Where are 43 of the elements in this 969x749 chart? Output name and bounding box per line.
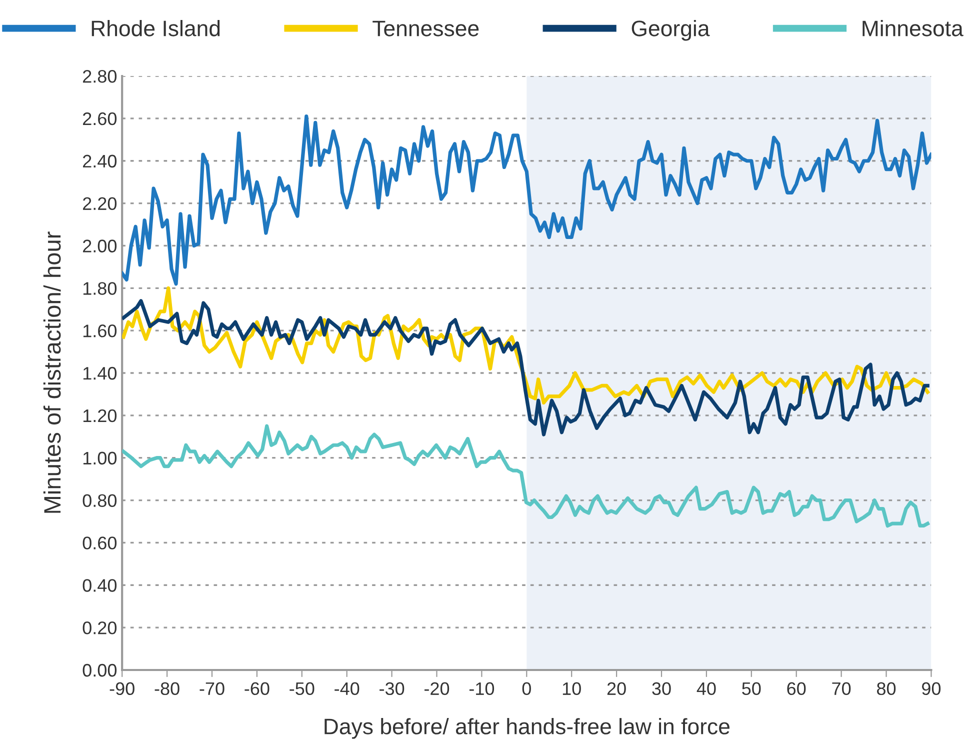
x-tick-label: 0 [522,682,531,696]
y-axis-title: Minutes of distraction/ hour [43,232,61,513]
x-tick-label: 70 [832,682,851,696]
x-tick-label: 90 [922,682,941,696]
y-tick-label: 2.40 [83,154,117,168]
x-tick-label: 80 [877,682,896,696]
y-tick-label: 0.00 [82,664,117,677]
y-tick-label: 0.60 [82,536,117,550]
x-tick-label: 20 [607,682,626,696]
y-tick-label: 1.00 [83,452,117,465]
legend-label: Georgia [632,20,710,41]
line-series [122,299,930,436]
x-tick-label: -40 [334,682,360,696]
legend-label: Rhode Island [92,20,220,36]
x-tick-label: 50 [742,682,761,696]
x-axis-title: Days before/ after hands-free law in force [324,718,730,739]
line-series [122,114,932,286]
y-tick-label: 1.40 [83,366,117,380]
x-tick-label: -20 [424,682,450,696]
line-series [122,424,930,528]
x-tick-label: 40 [696,682,716,696]
x-tick-label: -70 [200,682,224,696]
y-tick-label: 2.80 [83,70,117,83]
y-tick-label: 2.20 [83,197,117,210]
y-tick-label: 1.60 [83,324,117,338]
y-tick-label: 2.60 [83,112,117,126]
legend-label: Minnesota [862,20,964,36]
x-tick-label: -80 [154,682,180,696]
y-tick-label: 2.00 [83,240,117,252]
x-tick-label: -60 [244,682,270,696]
y-tick-label: 0.80 [82,494,117,507]
x-tick-label: 10 [562,682,581,696]
y-tick-label: 0.20 [82,621,117,634]
x-tick-label: -50 [290,682,314,696]
legend-label: Tennessee [372,20,479,36]
y-tick-label: 1.20 [83,409,117,422]
y-tick-label: 1.80 [83,282,117,295]
x-tick-label: 60 [787,682,806,696]
x-tick-label: -90 [110,682,134,696]
y-tick-label: 0.40 [82,579,117,592]
x-tick-label: -10 [469,682,494,696]
x-tick-label: 30 [652,682,671,696]
x-tick-label: -30 [380,682,404,696]
